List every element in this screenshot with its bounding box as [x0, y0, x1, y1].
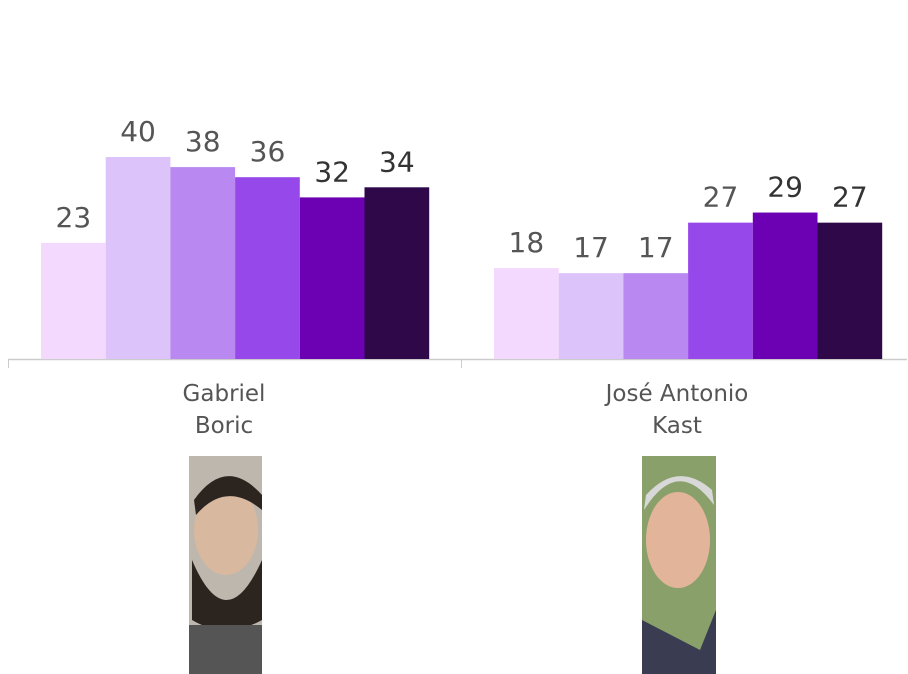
category-label: José Antonio Kast: [605, 381, 749, 439]
value-label: 17: [573, 231, 609, 264]
value-label: 18: [509, 226, 545, 259]
value-label: 32: [314, 155, 350, 188]
bar: [623, 273, 689, 359]
bar: [364, 187, 430, 359]
value-label: 27: [703, 181, 739, 214]
bar: [170, 167, 236, 359]
value-label: 27: [832, 181, 868, 214]
bar: [299, 197, 365, 359]
value-label: 40: [120, 115, 156, 148]
bar: [817, 222, 883, 359]
value-label: 17: [638, 231, 674, 264]
value-label: 23: [56, 201, 92, 234]
bar: [494, 268, 559, 359]
bar: [235, 177, 300, 359]
photo: [189, 456, 262, 674]
bar: [558, 273, 624, 359]
value-label: 34: [379, 145, 415, 178]
bar: [105, 157, 171, 359]
bar: [41, 242, 106, 359]
photo: [642, 456, 716, 674]
value-label: 38: [185, 125, 221, 158]
value-label: 36: [250, 135, 286, 168]
bar: [688, 222, 753, 359]
category-label: Gabriel Boric: [182, 381, 266, 439]
bar: [752, 212, 818, 359]
value-label: 29: [767, 171, 803, 204]
